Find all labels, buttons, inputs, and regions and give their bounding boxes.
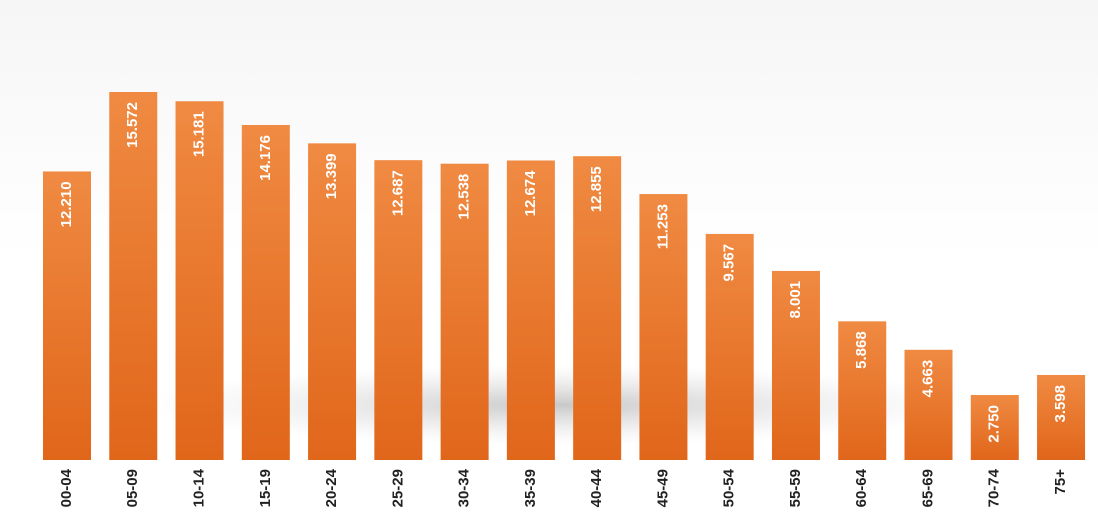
value-label: 5.868 — [853, 331, 870, 369]
bar — [970, 395, 1019, 460]
x-tick-label: 00-04 — [58, 468, 75, 507]
value-label: 15.181 — [191, 111, 208, 157]
bar — [705, 233, 754, 460]
x-tick-label: 35-39 — [522, 469, 539, 507]
value-label: 12.687 — [389, 170, 406, 216]
x-tick-label: 60-64 — [853, 468, 870, 507]
value-label: 11.253 — [654, 204, 671, 249]
x-tick-label: 10-14 — [191, 468, 208, 507]
bar — [241, 124, 290, 461]
bar — [838, 321, 887, 460]
bar — [506, 160, 555, 460]
bar — [771, 270, 820, 460]
value-label: 8.001 — [787, 281, 804, 319]
value-label: 3.598 — [1052, 385, 1069, 423]
x-tick-label: 65-69 — [919, 469, 936, 507]
x-tick-label: 20-24 — [323, 468, 340, 507]
bar — [175, 101, 224, 460]
value-label: 12.855 — [588, 166, 605, 212]
value-label: 12.538 — [456, 174, 473, 220]
x-tick-label: 15-19 — [257, 469, 274, 507]
x-tick-label: 25-29 — [389, 469, 406, 507]
bar — [904, 349, 953, 460]
bar — [440, 163, 489, 460]
bar — [374, 160, 423, 461]
value-label: 9.567 — [721, 244, 738, 282]
value-label: 4.663 — [919, 360, 936, 398]
bar — [1037, 374, 1086, 460]
value-label: 2.750 — [986, 405, 1003, 443]
bar — [109, 92, 158, 460]
value-label: 15.572 — [124, 102, 141, 148]
x-tick-label: 30-34 — [456, 468, 473, 507]
value-label: 14.176 — [257, 135, 274, 181]
bar — [639, 194, 688, 460]
value-label: 13.399 — [323, 153, 340, 199]
value-label: 12.210 — [58, 181, 75, 227]
x-tick-label: 45-49 — [654, 469, 671, 507]
x-tick-label: 05-09 — [124, 469, 141, 507]
x-tick-label: 75+ — [1052, 469, 1069, 495]
bar — [43, 171, 91, 460]
x-tick-label: 70-74 — [986, 468, 1003, 507]
x-tick-label: 55-59 — [787, 469, 804, 507]
x-tick-label: 50-54 — [721, 468, 738, 507]
bar — [573, 156, 622, 461]
bar — [308, 143, 357, 460]
value-label: 12.674 — [522, 170, 539, 217]
x-tick-label: 40-44 — [588, 468, 605, 507]
